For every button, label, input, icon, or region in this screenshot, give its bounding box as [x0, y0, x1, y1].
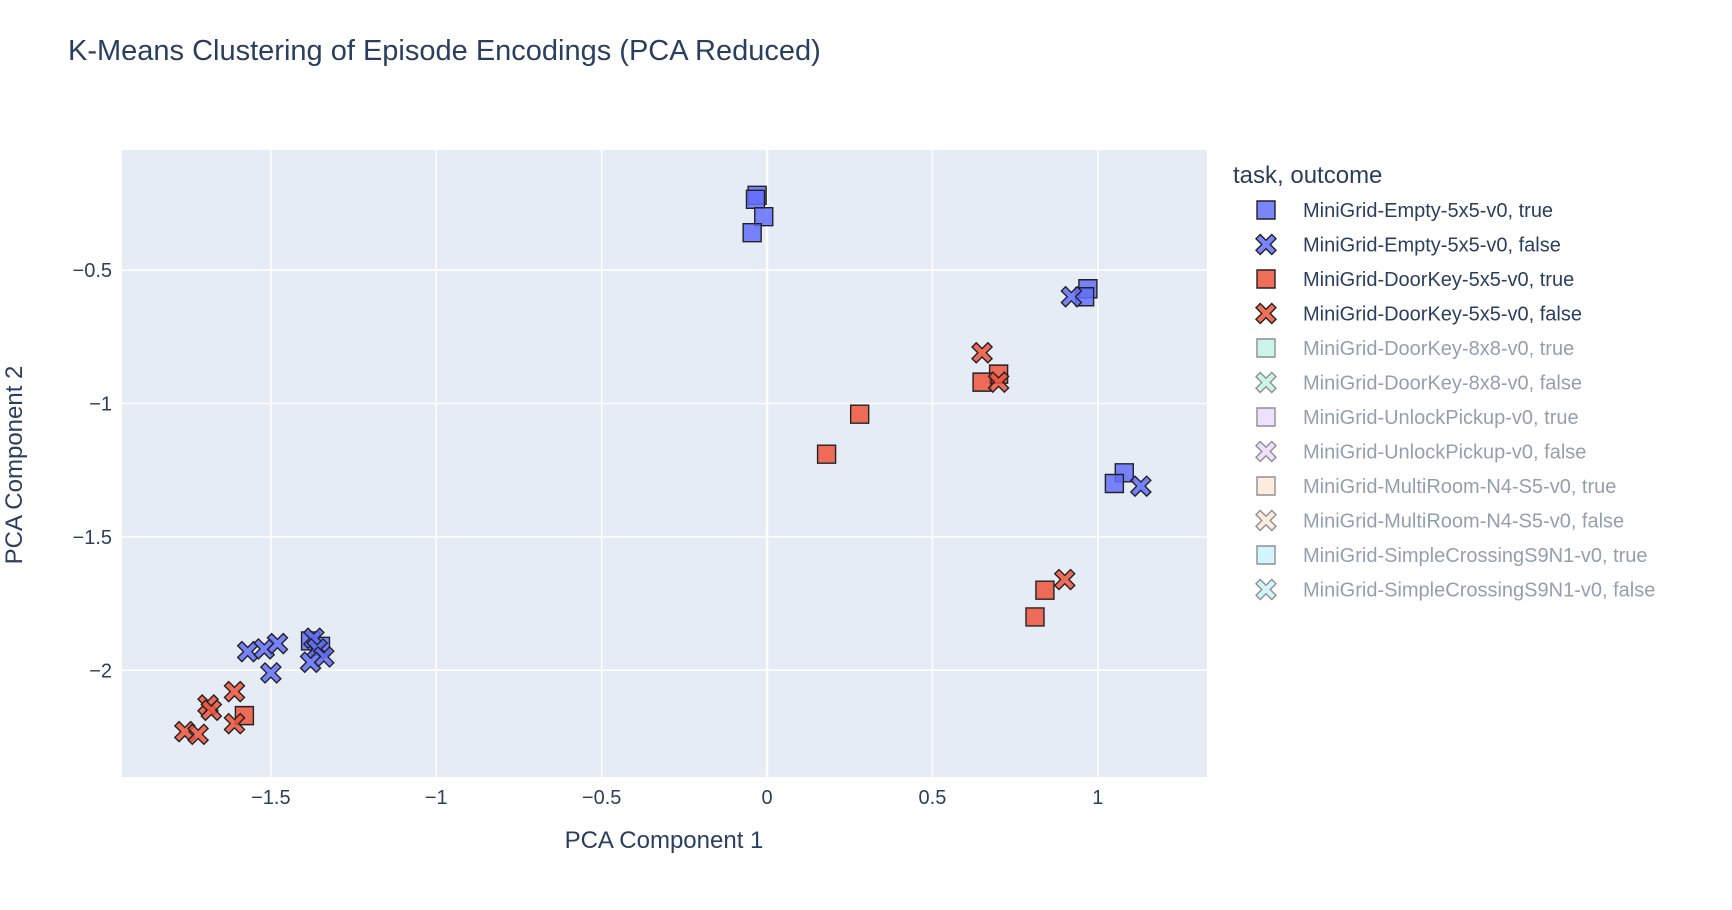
data-point-x[interactable]	[223, 712, 246, 735]
data-point-square[interactable]	[1035, 580, 1055, 600]
data-point-x[interactable]	[987, 371, 1010, 394]
data-points	[173, 185, 1152, 746]
legend: task, outcome MiniGrid-Empty-5x5-v0, tru…	[1233, 162, 1655, 602]
data-point-x[interactable]	[259, 661, 282, 684]
legend-label: MiniGrid-UnlockPickup-v0, false	[1303, 442, 1586, 464]
legend-label: MiniGrid-SimpleCrossingS9N1-v0, false	[1303, 580, 1655, 602]
legend-item[interactable]: MiniGrid-DoorKey-8x8-v0, true	[1256, 338, 1574, 360]
legend-marker-square	[1256, 545, 1276, 565]
data-point-square[interactable]	[1025, 607, 1045, 627]
chart-title: K-Means Clustering of Episode Encodings …	[68, 35, 821, 67]
legend-marker-square	[1256, 200, 1276, 220]
data-point-x[interactable]	[971, 341, 994, 364]
legend-item[interactable]: MiniGrid-UnlockPickup-v0, true	[1256, 407, 1579, 429]
series-1	[236, 285, 1152, 684]
data-point-x[interactable]	[266, 632, 289, 655]
x-tick-label: 0.5	[919, 787, 947, 809]
legend-marker-x	[1255, 440, 1277, 463]
data-point-x[interactable]	[1053, 568, 1076, 591]
data-point-square[interactable]	[849, 404, 870, 424]
x-tick-label: 1	[1092, 787, 1103, 809]
legend-label: MiniGrid-DoorKey-5x5-v0, true	[1303, 269, 1574, 291]
legend-label: MiniGrid-MultiRoom-N4-S5-v0, true	[1303, 476, 1616, 498]
legend-label: MiniGrid-DoorKey-5x5-v0, false	[1303, 304, 1582, 326]
legend-marker-square	[1256, 269, 1276, 289]
legend-label: MiniGrid-Empty-5x5-v0, true	[1303, 200, 1553, 222]
y-tick-label: −2	[89, 660, 112, 682]
legend-label: MiniGrid-Empty-5x5-v0, false	[1303, 235, 1561, 257]
legend-item[interactable]: MiniGrid-SimpleCrossingS9N1-v0, true	[1256, 545, 1648, 567]
legend-item[interactable]: MiniGrid-Empty-5x5-v0, false	[1255, 233, 1561, 257]
y-axis-title: PCA Component 2	[1, 366, 28, 565]
x-tick-label: 0	[761, 787, 772, 809]
legend-item[interactable]: MiniGrid-MultiRoom-N4-S5-v0, false	[1255, 509, 1624, 533]
y-axis-ticks: −0.5 −1 −1.5 −2	[73, 260, 112, 682]
series-3	[173, 341, 1076, 746]
data-point-x[interactable]	[299, 651, 322, 674]
data-point-x[interactable]	[1060, 285, 1083, 308]
x-tick-label: −0.5	[582, 787, 621, 809]
x-axis-ticks: −1.5 −1 −0.5 0 0.5 1	[251, 787, 1103, 809]
legend-marker-square	[1256, 476, 1276, 496]
legend-marker-x	[1255, 371, 1277, 394]
legend-marker-square	[1256, 338, 1276, 358]
y-tick-label: −0.5	[73, 260, 112, 282]
legend-label: MiniGrid-SimpleCrossingS9N1-v0, true	[1303, 545, 1648, 567]
legend-marker-x	[1255, 233, 1277, 256]
x-tick-label: −1.5	[251, 787, 290, 809]
data-point-square[interactable]	[742, 223, 762, 243]
data-point-x[interactable]	[1129, 475, 1152, 498]
legend-item[interactable]: MiniGrid-DoorKey-5x5-v0, true	[1256, 269, 1574, 291]
y-tick-label: −1.5	[73, 527, 112, 549]
legend-label: MiniGrid-UnlockPickup-v0, true	[1303, 407, 1579, 429]
data-point-x[interactable]	[312, 645, 335, 668]
grid-lines	[122, 150, 1207, 777]
legend-marker-square	[1256, 407, 1276, 427]
legend-label: MiniGrid-DoorKey-8x8-v0, false	[1303, 373, 1582, 395]
legend-label: MiniGrid-MultiRoom-N4-S5-v0, false	[1303, 511, 1624, 533]
legend-item[interactable]: MiniGrid-SimpleCrossingS9N1-v0, false	[1255, 578, 1655, 602]
legend-item[interactable]: MiniGrid-DoorKey-5x5-v0, false	[1255, 302, 1582, 326]
x-axis-title: PCA Component 1	[565, 827, 764, 854]
data-point-square[interactable]	[745, 189, 766, 210]
data-point-x[interactable]	[223, 680, 246, 703]
plot-area[interactable]	[122, 150, 1207, 777]
data-point-x[interactable]	[200, 699, 223, 722]
legend-label: MiniGrid-DoorKey-8x8-v0, true	[1303, 338, 1574, 360]
legend-marker-x	[1255, 578, 1277, 601]
data-point-square[interactable]	[1104, 473, 1125, 494]
legend-item[interactable]: MiniGrid-MultiRoom-N4-S5-v0, true	[1256, 476, 1616, 498]
x-tick-label: −1	[425, 787, 448, 809]
data-point-x[interactable]	[187, 723, 210, 746]
legend-item[interactable]: MiniGrid-UnlockPickup-v0, false	[1255, 440, 1586, 464]
data-point-square[interactable]	[754, 207, 774, 227]
legend-marker-x	[1255, 302, 1277, 325]
y-tick-label: −1	[89, 393, 112, 415]
legend-title: task, outcome	[1233, 162, 1382, 189]
legend-item[interactable]: MiniGrid-DoorKey-8x8-v0, false	[1255, 371, 1582, 395]
data-point-square[interactable]	[816, 444, 837, 464]
legend-marker-x	[1255, 509, 1277, 532]
legend-item[interactable]: MiniGrid-Empty-5x5-v0, true	[1256, 200, 1553, 222]
